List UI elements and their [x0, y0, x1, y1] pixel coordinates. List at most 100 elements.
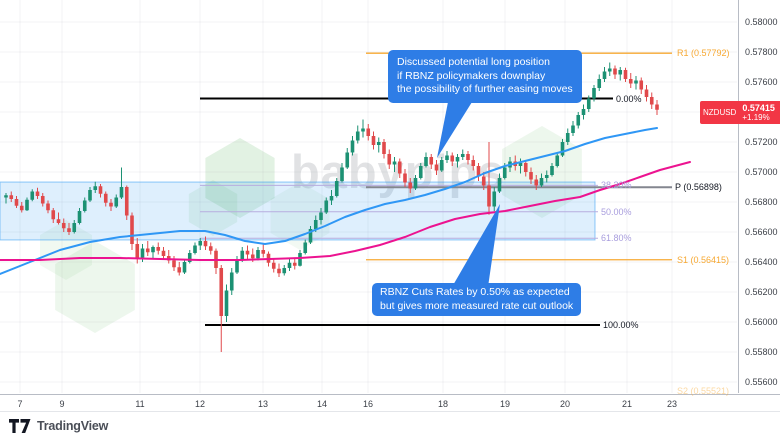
candle: [655, 100, 659, 115]
candle: [166, 250, 171, 264]
candle: [35, 187, 40, 199]
candle: [51, 208, 56, 223]
last-price-badge: NZDUSD 0.57415 +1.19%: [700, 101, 780, 124]
candle: [30, 189, 35, 202]
price-tick-label: 0.55600: [745, 377, 778, 387]
candle: [98, 184, 103, 198]
candle: [460, 149, 465, 160]
badge-change-pct: +1.19%: [742, 113, 770, 122]
annotation-long-position[interactable]: Discussed potential long position if RBN…: [388, 50, 582, 103]
candle: [161, 247, 166, 259]
candle: [145, 241, 150, 256]
tradingview-logo-link[interactable]: TradingView: [9, 419, 108, 433]
pivot-label-s1: S1 (0.56415): [677, 254, 730, 265]
candle: [151, 245, 155, 259]
candle: [576, 112, 581, 129]
candle: [592, 85, 596, 102]
annotation-rbnz-cut[interactable]: RBNZ Cuts Rates by 0.50% as expected but…: [372, 283, 582, 316]
babypips-watermark: babypips: [40, 126, 582, 333]
date-tick-label: 23: [666, 399, 678, 409]
candle: [623, 67, 628, 82]
candle: [72, 220, 77, 234]
date-tick-label: 7: [17, 399, 23, 409]
price-scale[interactable]: 0.580000.578000.576000.574000.572000.570…: [738, 0, 780, 393]
date-tick-label: 21: [621, 399, 633, 409]
fib-label-38.2: 38.20%: [601, 180, 632, 191]
annotation-line: the possibility of further easing moves: [397, 83, 573, 95]
candle: [392, 157, 397, 172]
candle: [539, 173, 544, 187]
time-scale[interactable]: 7 9 11 12 13 14 16 18 19 20 21 23: [0, 394, 780, 412]
candle: [455, 154, 460, 168]
candle: [481, 172, 486, 190]
candle: [303, 239, 308, 255]
candle: [408, 178, 413, 193]
annotation-line: but gives more measured rate cut outlook: [380, 299, 574, 312]
watermark-text: babypips: [291, 144, 505, 199]
candle: [371, 131, 376, 150]
candle: [634, 76, 638, 90]
candle: [82, 197, 87, 213]
candle: [172, 256, 176, 271]
candle: [429, 154, 434, 169]
candle: [434, 160, 439, 175]
candle: [93, 181, 98, 193]
candle: [523, 160, 528, 177]
candle: [450, 152, 455, 166]
tradingview-logo-text: TradingView: [37, 419, 109, 433]
overlay-ma-blue: [0, 127, 658, 275]
pivot-label-p: P (0.56898): [675, 182, 722, 193]
price-tick-label: 0.57200: [745, 137, 778, 147]
price-tick-label: 0.57800: [745, 47, 778, 57]
candle: [56, 212, 61, 225]
candle: [571, 121, 575, 136]
annotation-line: if RBNZ policymakers downplay: [397, 69, 546, 82]
hexagon-shape: [205, 138, 275, 218]
candle: [487, 142, 491, 215]
candle: [308, 226, 313, 244]
price-tick-label: 0.55800: [745, 347, 778, 357]
date-tick-label: 20: [559, 399, 571, 409]
candle: [124, 185, 129, 220]
date-tick-label: 9: [59, 399, 65, 409]
candle: [109, 199, 113, 211]
candle: [376, 137, 381, 153]
candle: [397, 158, 402, 178]
candle: [476, 163, 481, 181]
fib-label-0: 0.00%: [616, 93, 642, 104]
candle: [382, 139, 386, 159]
fib-label-61.8: 61.80%: [601, 233, 632, 244]
candle: [156, 242, 161, 255]
annotation-tail: [452, 204, 500, 287]
candle: [639, 77, 644, 94]
candle: [193, 242, 197, 255]
candle: [235, 256, 239, 274]
date-tick-label: 12: [194, 399, 206, 409]
price-tick-label: 0.57600: [745, 77, 778, 87]
chart-canvas[interactable]: babypips Discussed potential long positi…: [0, 0, 737, 396]
price-tick-label: 0.56600: [745, 227, 778, 237]
candle: [355, 125, 360, 144]
fib-label-50: 50.00%: [601, 206, 632, 217]
candle: [529, 167, 533, 184]
candle: [602, 67, 607, 82]
candle: [439, 157, 444, 172]
candle: [203, 236, 208, 250]
candle: [586, 95, 591, 112]
price-tick-label: 0.57000: [745, 167, 778, 177]
candle: [261, 244, 266, 258]
candle: [345, 148, 350, 169]
price-tick-label: 0.56800: [745, 197, 778, 207]
candle: [334, 178, 339, 198]
badge-price-value: 0.57415: [742, 103, 775, 113]
candle: [418, 163, 423, 180]
price-tick-label: 0.58000: [745, 17, 778, 27]
candle: [361, 119, 365, 138]
candle: [61, 218, 66, 232]
price-tick-label: 0.56200: [745, 287, 778, 297]
candle: [319, 208, 323, 225]
candle: [214, 248, 218, 274]
pivot-label-r1: R1 (0.57792): [677, 48, 730, 59]
babypips-hexagon-logo: [40, 126, 582, 333]
candle: [607, 62, 612, 76]
